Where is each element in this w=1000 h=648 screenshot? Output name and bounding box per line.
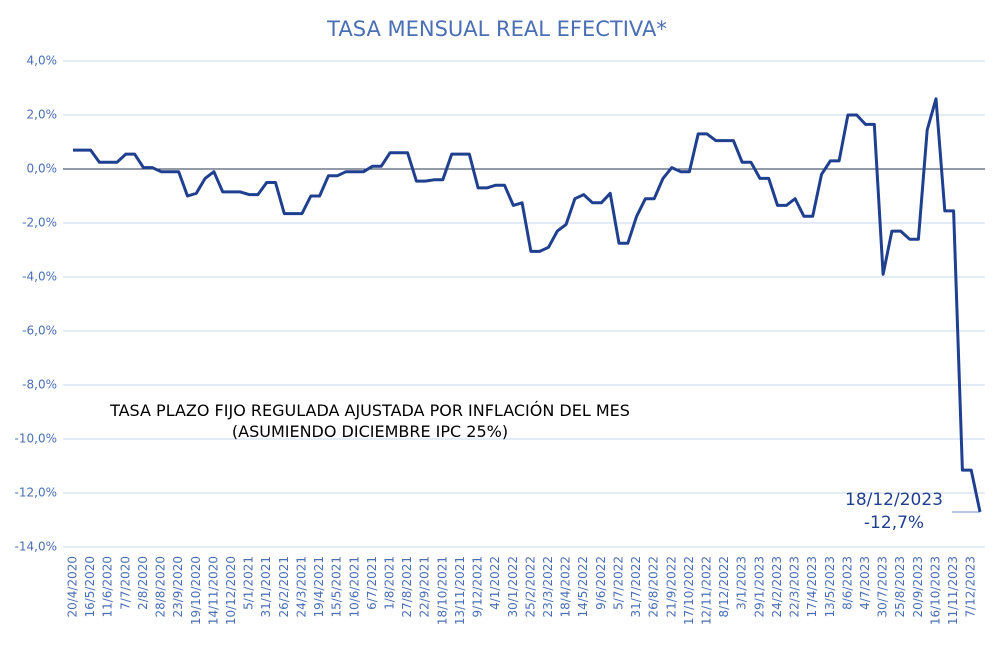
x-tick-label: 29/1/2023: [752, 556, 766, 618]
x-tick-label: 6/7/2021: [365, 556, 379, 610]
x-tick-label: 2/8/2020: [136, 556, 150, 610]
x-tick-label: 22/3/2023: [788, 556, 802, 618]
x-tick-label: 27/8/2021: [400, 556, 414, 618]
y-tick-label: -6,0%: [22, 324, 57, 338]
x-tick-label: 24/3/2021: [294, 556, 308, 618]
x-tick-label: 19/4/2021: [312, 556, 326, 618]
x-tick-label: 19/10/2020: [189, 556, 203, 625]
x-tick-label: 17/4/2023: [805, 556, 819, 618]
x-tick-label: 13/11/2021: [453, 556, 467, 625]
x-tick-label: 5/7/2022: [611, 556, 625, 610]
y-tick-label: -8,0%: [22, 378, 57, 392]
x-tick-label: 14/11/2020: [206, 556, 220, 625]
x-tick-label: 16/10/2023: [928, 556, 942, 625]
x-tick-label: 5/1/2021: [242, 556, 256, 610]
y-tick-label: 0,0%: [27, 162, 58, 176]
x-tick-label: 10/6/2021: [347, 556, 361, 618]
end-date: 18/12/2023: [845, 490, 943, 510]
series-line: [73, 97, 982, 513]
x-tick-label: 14/5/2022: [576, 556, 590, 618]
x-tick-label: 12/11/2022: [700, 556, 714, 625]
x-tick-label: 17/10/2022: [682, 556, 696, 625]
y-tick-label: -14,0%: [15, 540, 57, 554]
x-tick-label: 9/6/2022: [594, 556, 608, 610]
y-tick-label: -2,0%: [22, 216, 57, 230]
x-tick-label: 26/8/2022: [647, 556, 661, 618]
end-value: -12,7%: [864, 513, 924, 533]
x-tick-label: 7/7/2020: [118, 556, 132, 610]
x-tick-label: 23/9/2020: [171, 556, 185, 618]
x-tick-label: 25/2/2022: [523, 556, 537, 618]
annotation-box: TASA PLAZO FIJO REGULADA AJUSTADA POR IN…: [110, 401, 630, 441]
x-tick-label: 13/5/2023: [823, 556, 837, 618]
annotation: TASA PLAZO FIJO REGULADA AJUSTADA POR IN…: [110, 401, 630, 441]
x-tick-label: 25/8/2023: [893, 556, 907, 618]
chart-title: TASA MENSUAL REAL EFECTIVA*: [326, 17, 667, 41]
x-tick-label: 20/4/2020: [66, 556, 80, 618]
x-tick-label: 20/9/2023: [911, 556, 925, 618]
x-tick-label: 11/11/2023: [946, 556, 960, 625]
x-tick-label: 11/6/2020: [101, 556, 115, 618]
x-tick-label: 31/1/2021: [259, 556, 273, 618]
x-tick-label: 22/9/2021: [418, 556, 432, 618]
x-tick-label: 26/2/2021: [277, 556, 291, 618]
y-tick-label: 4,0%: [27, 54, 58, 68]
x-tick-label: 18/10/2021: [435, 556, 449, 625]
x-tick-label: 7/12/2023: [964, 556, 978, 618]
x-tick-label: 4/7/2023: [858, 556, 872, 610]
x-tick-label: 15/5/2021: [330, 556, 344, 618]
x-tick-label: 3/1/2023: [735, 556, 749, 610]
y-tick-label: -12,0%: [15, 486, 57, 500]
x-tick-label: 18/4/2022: [559, 556, 573, 618]
x-tick-label: 28/8/2020: [154, 556, 168, 618]
x-tick-label: 16/5/2020: [83, 556, 97, 618]
x-tick-label: 10/12/2020: [224, 556, 238, 625]
x-tick-label: 24/2/2023: [770, 556, 784, 618]
y-tick-label: -4,0%: [22, 270, 57, 284]
x-tick-label: 4/1/2022: [488, 556, 502, 610]
x-tick-label: 8/12/2022: [717, 556, 731, 618]
x-tick-label: 23/3/2022: [541, 556, 555, 618]
x-tick-label: 1/8/2021: [383, 556, 397, 610]
x-tick-label: 31/7/2022: [629, 556, 643, 618]
x-tick-label: 8/6/2023: [840, 556, 854, 610]
x-tick-label: 30/1/2022: [506, 556, 520, 618]
y-tick-label: -10,0%: [15, 432, 57, 446]
x-tick-label: 9/12/2021: [471, 556, 485, 618]
x-tick-label: 30/7/2023: [876, 556, 890, 618]
x-tick-label: 21/9/2022: [664, 556, 678, 618]
y-tick-label: 2,0%: [27, 108, 58, 122]
